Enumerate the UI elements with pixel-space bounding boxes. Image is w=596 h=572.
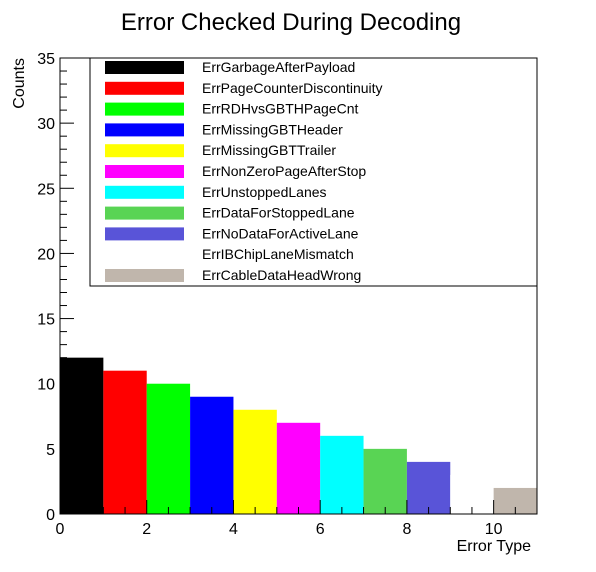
y-axis-label: Counts <box>11 58 28 109</box>
y-tick-label: 20 <box>37 246 55 263</box>
y-tick-label: 5 <box>46 442 55 459</box>
bar-ErrMissingGBTHeader <box>190 396 234 514</box>
y-tick-label: 15 <box>37 312 55 329</box>
legend-label: ErrGarbageAfterPayload <box>202 59 355 75</box>
x-tick-label: 4 <box>229 521 238 538</box>
legend-swatch <box>105 185 184 199</box>
legend-label: ErrPageCounterDiscontinuity <box>202 80 383 96</box>
bar-ErrNonZeroPageAfterStop <box>276 422 321 514</box>
x-tick-label: 0 <box>56 521 65 538</box>
legend: ErrGarbageAfterPayload ErrPageCounterDisc… <box>89 57 538 287</box>
x-tick-label: 10 <box>485 521 503 538</box>
legend-label: ErrNoDataForActiveLane <box>202 225 359 241</box>
x-tick-label: 8 <box>402 521 411 538</box>
bar-ErrNoDataForActiveLane <box>406 461 451 514</box>
bar-ErrDataForStoppedLane <box>363 448 407 514</box>
legend-label: ErrRDHvsGBTHPageCnt <box>202 101 358 117</box>
legend-swatch <box>105 144 184 158</box>
legend-swatch <box>105 269 184 282</box>
chart-title: Error Checked During Decoding <box>121 9 461 36</box>
legend-label: ErrCableDataHeadWrong <box>202 267 361 283</box>
legend-swatch <box>105 248 184 262</box>
legend-swatch <box>105 123 184 137</box>
y-tick-label: 35 <box>37 51 55 68</box>
legend-swatch <box>105 61 184 74</box>
bar-ErrUnstoppedLanes <box>320 435 364 514</box>
legend-label: ErrDataForStoppedLane <box>202 205 355 221</box>
legend-label: ErrUnstoppedLanes <box>202 184 327 200</box>
y-tick-label: 30 <box>37 116 55 133</box>
y-tick-label: 10 <box>37 377 55 394</box>
x-axis: 0 2 4 6 8 10 <box>56 500 538 538</box>
x-tick-label: 2 <box>142 521 151 538</box>
legend-label: ErrMissingGBTHeader <box>202 121 343 137</box>
bars-group <box>60 357 537 514</box>
legend-swatch <box>105 102 184 116</box>
legend-swatch <box>105 81 184 95</box>
bar-ErrPageCounterDiscontinuity <box>103 370 147 514</box>
legend-label: ErrIBChipLaneMismatch <box>202 246 354 262</box>
x-axis-label: Error Type <box>457 538 532 555</box>
legend-swatch <box>105 206 184 220</box>
legend-label: ErrNonZeroPageAfterStop <box>202 163 366 179</box>
y-tick-label: 25 <box>37 181 55 198</box>
y-axis: 0 5 10 15 20 25 30 35 <box>37 51 74 524</box>
legend-label: ErrMissingGBTTrailer <box>202 142 336 158</box>
bar-ErrRDHvsGBTHPageCnt <box>146 383 191 514</box>
x-tick-label: 6 <box>316 521 325 538</box>
legend-swatch <box>105 165 184 178</box>
y-tick-label: 0 <box>46 507 55 524</box>
bar-ErrMissingGBTTrailer <box>233 409 277 514</box>
legend-swatch <box>105 227 184 241</box>
